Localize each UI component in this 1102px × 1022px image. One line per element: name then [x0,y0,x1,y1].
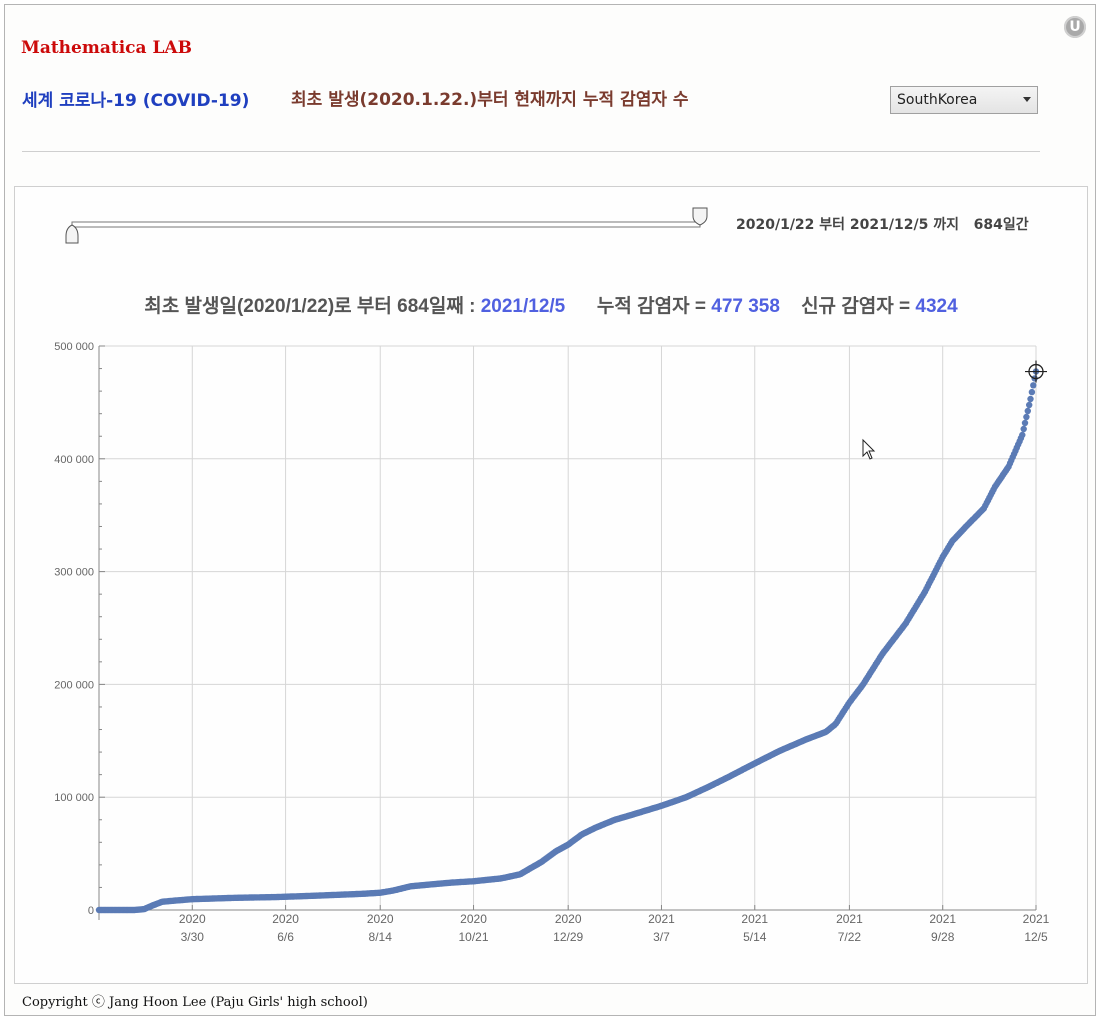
data-point [1030,382,1037,389]
x-tick-label-year: 2021 [741,912,768,926]
slider-start-handle[interactable] [65,224,79,244]
x-tick-label-date: 9/28 [931,930,955,944]
lab-title: Mathematica LAB [21,38,192,58]
x-tick-label-date: 3/30 [181,930,205,944]
data-point [1028,388,1036,396]
x-tick-label-year: 2021 [648,912,675,926]
data-point [1021,419,1029,427]
cursor-arrow [862,438,876,460]
x-tick-label-date: 10/21 [459,930,489,944]
x-tick-label-date: 6/6 [277,930,294,944]
x-tick-label-year: 2020 [555,912,582,926]
data-point [1024,407,1032,415]
country-select[interactable]: SouthKorea [890,86,1038,114]
x-tick-label-year: 2020 [272,912,299,926]
page-description: 최초 발생(2020.1.22.)부터 현재까지 누적 감염자 수 [291,90,689,110]
data-point [1020,425,1027,433]
mouse-cursor-icon [862,438,876,460]
chart-svg: 0 100 000 200 000 300 000 400 000 500 000 2020… [54,207,1050,944]
copyright: Copyright ⓒ Jang Hoon Lee (Paju Girls' h… [22,995,368,1010]
chart-marker [1025,360,1047,383]
headline-prefix: 최초 발생일(2020/1/22)로 부터 684일째 : [144,296,481,317]
slider-track [71,221,701,228]
x-tick-label-year: 2020 [179,912,206,926]
chart-panel [14,186,1088,984]
divider [22,151,1040,152]
headline: 최초 발생일(2020/1/22)로 부터 684일째 : 2021/12/5 … [0,291,1102,318]
headline-new-label: 신규 감염자 = [801,296,916,317]
y-tick-label: 200 000 [54,679,94,691]
range-label: 2020/1/22 부터 2021/12/5 까지 684일간 [736,214,1029,234]
x-tick-label-date: 12/29 [553,930,583,944]
range-label-days: 684일간 [973,217,1029,233]
headline-new-value: 4324 [915,296,958,317]
x-tick-label-date: 7/22 [838,930,862,944]
x-tick-label-year: 2020 [460,912,487,926]
data-point [1023,413,1030,421]
data-point [1019,431,1026,439]
page-subtitle: 세계 코로나-19 (COVID-19) [22,91,250,111]
headline-date: 2021/12/5 [480,296,566,317]
data-point [1027,395,1034,403]
x-tick-label-year: 2020 [367,912,394,926]
x-tick-label-date: 8/14 [369,930,393,944]
headline-cumulative-label: 누적 감염자 = [596,296,712,317]
chart-axes: 0 100 000 200 000 300 000 400 000 500 000 2020… [54,341,1049,944]
x-tick-label-year: 2021 [836,912,863,926]
y-tick-label: 300 000 [54,567,94,579]
x-tick-label-year: 2021 [929,912,956,926]
range-slider[interactable] [65,207,708,244]
chevron-down-icon [1023,97,1031,102]
y-tick-label: 500 000 [54,341,94,353]
x-tick-label-date: 12/5 [1024,930,1048,944]
y-tick-label: 0 [88,905,94,917]
x-tick-label-date: 5/14 [743,930,767,944]
chart-series [95,368,1040,914]
slider-end-handle[interactable] [692,207,708,226]
country-select-value: SouthKorea [897,92,978,108]
chart-grid [99,345,1037,910]
x-tick-label-year: 2021 [1023,912,1050,926]
data-point [1026,401,1033,409]
y-tick-label: 100 000 [54,792,94,804]
x-tick-label-date: 3/7 [653,930,670,944]
user-icon[interactable]: U [1064,16,1086,38]
range-label-dates: 2020/1/22 부터 2021/12/5 까지 [736,217,959,233]
y-tick-label: 400 000 [54,454,94,466]
headline-cumulative-value: 477 358 [711,296,780,317]
